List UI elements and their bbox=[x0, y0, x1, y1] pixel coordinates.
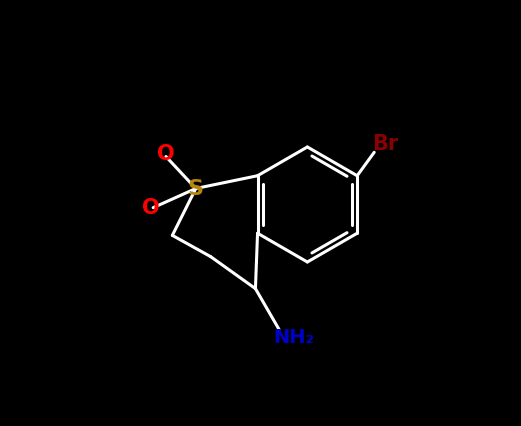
Text: O: O bbox=[142, 198, 160, 218]
Text: O: O bbox=[157, 144, 175, 164]
Text: S: S bbox=[188, 178, 204, 199]
Text: Br: Br bbox=[371, 134, 398, 154]
Text: NH₂: NH₂ bbox=[274, 328, 314, 347]
